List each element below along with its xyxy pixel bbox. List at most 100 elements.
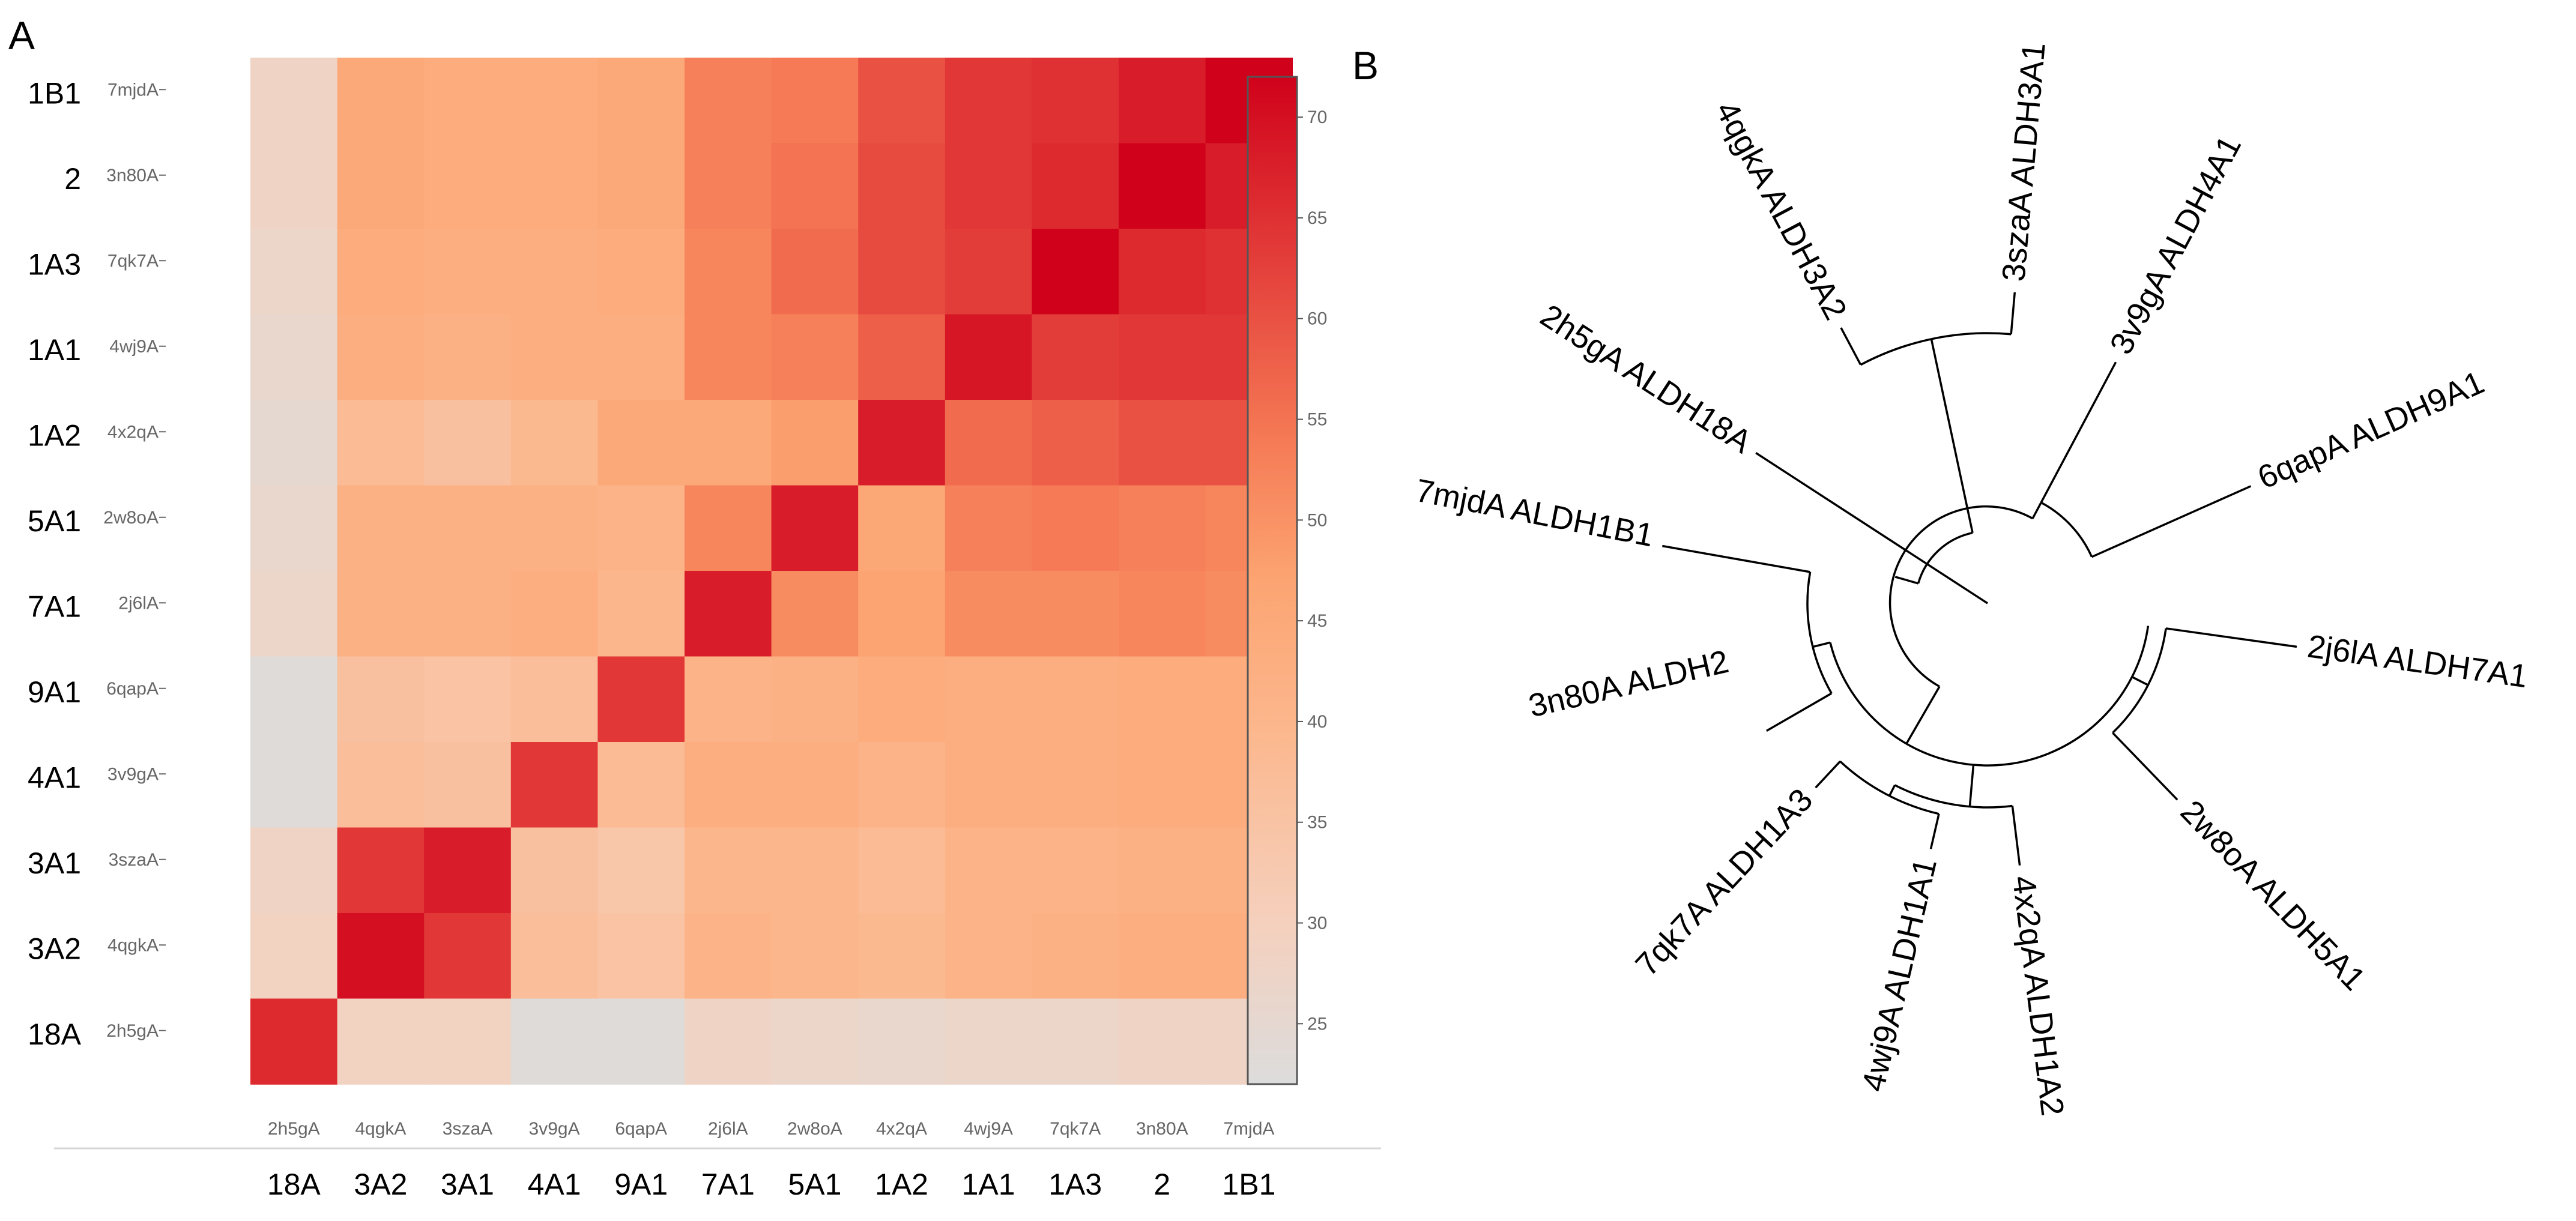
heatmap-cell-4x2qA-2w8oA [771, 400, 859, 486]
heatmap-cell-2w8oA-2j6lA [685, 485, 772, 571]
heatmap: 7mjdA 3n80A 7qk7A 4wj9A 4x2qA 2w8oA 2j6lA 6qapA… [28, 58, 1381, 1201]
heatmap-cell-2w8oA-2w8oA [771, 485, 859, 571]
heatmap-cell-7mjdA-7qk7A [1032, 58, 1119, 144]
heatmap-cell-2w8oA-6qapA [597, 485, 685, 571]
heatmap-cells [250, 58, 1293, 1085]
heatmap-cell-3n80A-7qk7A [1032, 143, 1119, 229]
heatmap-cell-3szaA-4x2qA [858, 827, 946, 914]
row-label-9A1: 9A1 [28, 675, 81, 709]
heatmap-cell-2j6lA-3n80A [1119, 571, 1206, 657]
col-label-1B1: 1B1 [1222, 1168, 1275, 1201]
colorbar-tick-70: 70 [1307, 107, 1327, 127]
heatmap-cell-6qapA-2h5gA [250, 656, 338, 743]
leaf-label-ALDH3A2: 4qgkA ALDH3A2 [1708, 95, 1854, 325]
tree-arc-1a [1894, 784, 2013, 809]
heatmap-cell-4qgkA-4wj9A [945, 913, 1033, 999]
heatmap-cell-3v9gA-7qk7A [1032, 742, 1119, 828]
col-label-3A2: 3A2 [354, 1168, 407, 1201]
tree-stem-aldh3 [1930, 339, 1974, 533]
tree-branch-ALDH2 [1766, 692, 1833, 732]
row-code-2w8oA: 2w8oA [103, 508, 159, 528]
row-code-6qapA: 6qapA [106, 679, 159, 699]
heatmap-cell-7mjdA-2j6lA [685, 58, 772, 144]
tree-branch-ALDH1B1 [1662, 544, 1810, 573]
colorbar-ticks: 25 30 35 40 45 50 55 60 65 70 [1297, 107, 1327, 1034]
heatmap-cell-2h5gA-6qapA [597, 998, 685, 1085]
heatmap-cell-6qapA-2j6lA [685, 656, 772, 743]
col-code-7mjdA: 7mjdA [1223, 1119, 1274, 1139]
tree-arc-2-1b1 [1806, 571, 1833, 694]
heatmap-cell-7mjdA-3n80A [1119, 58, 1206, 144]
col-label-2: 2 [1153, 1168, 1170, 1201]
heatmap-cell-3n80A-3szaA [424, 143, 512, 229]
heatmap-cell-7qk7A-2h5gA [250, 229, 338, 315]
heatmap-cell-4wj9A-4x2qA [858, 314, 946, 400]
column-codes: 2h5gA 4qgkA 3szaA 3v9gA 6qapA 2j6lA 2w8oA 4x2qA… [268, 1119, 1274, 1139]
row-code-7qk7A: 7qk7A [107, 251, 159, 271]
row-code-3szaA: 3szaA [109, 850, 159, 870]
tree-stem-4a1-9a1 [2031, 502, 2042, 519]
heatmap-cell-2w8oA-2h5gA [250, 485, 338, 571]
heatmap-cell-4x2qA-4x2qA [858, 400, 946, 486]
tree-stem-2-1b1 [1812, 641, 1831, 648]
heatmap-cell-4wj9A-4qgkA [337, 314, 425, 400]
heatmap-cell-2j6lA-4qgkA [337, 571, 425, 657]
row-code-2h5gA: 2h5gA [106, 1021, 159, 1041]
leaf-label-ALDH4A1: 3v9gA ALDH4A1 [2103, 130, 2248, 360]
row-label-3A2: 3A2 [28, 932, 81, 965]
heatmap-cell-4x2qA-3v9gA [510, 400, 599, 486]
heatmap-cell-3n80A-2w8oA [771, 143, 859, 229]
heatmap-cell-6qapA-4wj9A [945, 656, 1033, 743]
heatmap-cell-7mjdA-3v9gA [510, 58, 599, 144]
heatmap-cell-7qk7A-4wj9A [945, 229, 1033, 315]
heatmap-cell-3n80A-6qapA [597, 143, 685, 229]
heatmap-cell-7qk7A-4x2qA [858, 229, 946, 315]
leaf-label-ALDH7A1: 2j6lA ALDH7A1 [2305, 628, 2530, 695]
row-codes: 7mjdA 3n80A 7qk7A 4wj9A 4x2qA 2w8oA 2j6lA 6qapA… [103, 80, 166, 1041]
heatmap-cell-2h5gA-3v9gA [510, 998, 599, 1085]
colorbar-tick-35: 35 [1307, 813, 1327, 833]
heatmap-cell-3szaA-7qk7A [1032, 827, 1119, 914]
heatmap-cell-6qapA-4x2qA [858, 656, 946, 743]
tree-arc-aldh3 [1860, 332, 2012, 366]
heatmap-cell-7mjdA-2w8oA [771, 58, 859, 144]
colorbar-tick-50: 50 [1307, 510, 1327, 530]
col-code-2j6lA: 2j6lA [708, 1119, 748, 1139]
heatmap-cell-3n80A-4x2qA [858, 143, 946, 229]
heatmap-cell-3v9gA-3szaA [424, 742, 512, 828]
heatmap-cell-3v9gA-2h5gA [250, 742, 338, 828]
col-code-3n80A: 3n80A [1136, 1119, 1188, 1139]
heatmap-cell-2w8oA-7qk7A [1032, 485, 1119, 571]
colorbar-gradient [1247, 76, 1298, 1085]
heatmap-cell-2j6lA-2h5gA [250, 571, 338, 657]
leaf-label-ALDH5A1: 2w8oA ALDH5A1 [2174, 794, 2372, 998]
col-code-2h5gA: 2h5gA [268, 1119, 320, 1139]
tree-stem-7a1-5a1 [2131, 676, 2149, 686]
heatmap-cell-2j6lA-7qk7A [1032, 571, 1119, 657]
tree-branch-ALDH3A2 [1840, 327, 1862, 366]
colorbar-tick-65: 65 [1307, 208, 1327, 228]
heatmap-cell-4wj9A-6qapA [597, 314, 685, 400]
row-label-18A: 18A [28, 1018, 82, 1051]
tree-arc-core [1888, 505, 2033, 688]
heatmap-cell-2w8oA-4wj9A [945, 485, 1033, 571]
column-labels: 18A 3A2 3A1 4A1 9A1 7A1 5A1 1A2 1A1 1A3 2 1B1 [267, 1168, 1276, 1201]
heatmap-cell-2w8oA-3n80A [1119, 485, 1206, 571]
heatmap-cell-4wj9A-7qk7A [1032, 314, 1119, 400]
heatmap-cell-4wj9A-2h5gA [250, 314, 338, 400]
heatmap-cell-2w8oA-3v9gA [510, 485, 599, 571]
tree-branch-ALDH5A1 [2112, 732, 2178, 801]
row-label-4A1: 4A1 [28, 761, 81, 794]
heatmap-cell-2h5gA-2w8oA [771, 998, 859, 1085]
heatmap-cell-4x2qA-4wj9A [945, 400, 1033, 486]
heatmap-cell-4x2qA-7qk7A [1032, 400, 1119, 486]
heatmap-cell-4x2qA-3szaA [424, 400, 512, 486]
heatmap-cell-6qapA-6qapA [597, 656, 685, 743]
tree-stem-1a1-1a3 [1888, 785, 1896, 797]
heatmap-cell-7qk7A-7qk7A [1032, 229, 1119, 315]
leaf-label-ALDH3A1: 3szaA ALDH3A1 [1995, 41, 2052, 283]
heatmap-cell-3v9gA-4wj9A [945, 742, 1033, 828]
